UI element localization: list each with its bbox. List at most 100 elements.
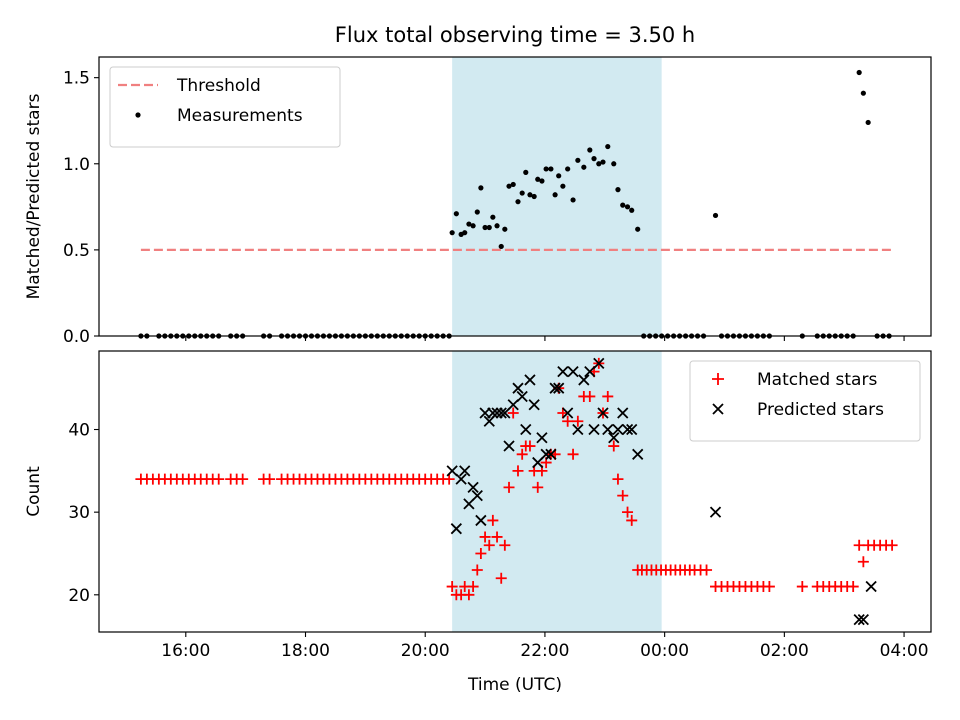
data-point [512,465,524,477]
data-point [562,407,574,419]
data-point [507,399,519,411]
data-point [471,564,483,576]
x-tick-label: 16:00 [161,641,210,661]
legend-label: Threshold [176,76,261,96]
top-panel: 0.0 0.5 1.0 1.5 Matched/Predicted stars Thres… [24,56,932,347]
data-point [567,448,579,460]
data-point [856,69,862,76]
legend-box [689,360,921,442]
data-point [498,243,504,250]
data-point [709,506,722,518]
data-point [264,473,276,485]
data-point [886,539,898,551]
legend: Threshold Measurements [109,66,341,148]
data-point [475,547,487,559]
y-tick-label: 20 [68,586,90,606]
y-tick-label: 30 [68,503,90,523]
data-point [857,556,869,568]
data-point [474,209,480,215]
data-point [620,202,626,208]
data-point [467,581,479,593]
data-point [560,183,566,189]
x-tick-label: 22:00 [520,641,569,661]
data-point [516,390,528,403]
data-point [629,207,635,213]
data-point [608,440,620,452]
data-point [567,366,579,378]
data-point [520,423,532,436]
y-tick-label: 1.0 [63,155,90,175]
data-point [512,382,524,394]
data-point [847,581,859,593]
data-point [487,514,499,526]
data-point [865,119,871,126]
data-point [763,581,775,593]
data-point [528,399,540,411]
data-point [597,407,609,419]
data-point [602,390,614,402]
data-point [552,192,558,198]
data-point [612,423,624,436]
x-tick-label: 00:00 [640,641,689,661]
data-point [490,214,496,220]
data-point [622,506,634,518]
y-axis-label: Count [24,466,44,517]
data-point [446,465,458,477]
data-point [482,224,488,231]
data-point [487,407,499,419]
observing-window-span [452,351,662,632]
data-point [507,407,519,419]
data-point [572,415,584,427]
data-point [495,572,507,584]
legend-box [109,66,341,148]
data-point [588,423,600,436]
data-point [617,407,629,419]
data-point [572,423,584,436]
data-point [593,357,605,370]
data-point [545,448,557,460]
data-point [516,448,528,460]
legend-label: Matched stars [757,370,877,390]
data-point [578,374,590,386]
data-point [463,589,475,601]
data-point [624,204,631,210]
series-0 [135,357,898,601]
bottom-panel: 20 30 40 16:00 18:00 20:00 22:00 00:00 02:00 04:0… [24,350,932,661]
data-point [608,432,620,444]
data-point [471,489,483,502]
data-point [584,366,596,378]
data-point [462,230,468,236]
data-point [455,473,467,485]
data-point [466,221,472,227]
data-point [519,190,525,196]
data-point [635,226,641,232]
figure-title: Flux total observing time = 3.50 h [335,23,695,47]
data-point [557,366,569,378]
data-point [523,169,529,175]
data-point [556,173,562,179]
data-point [459,465,471,477]
data-point [632,448,644,460]
x-axis-label: Time (UTC) [467,675,562,695]
legend-predicted-swatch [712,403,724,415]
data-point [450,523,462,535]
data-point [539,178,545,184]
legend-label: Predicted stars [757,400,884,420]
data-point [853,613,865,626]
y-tick-label: 40 [68,421,90,441]
data-point [467,481,479,494]
data-point [626,514,638,526]
data-point [617,490,629,502]
data-point [494,223,500,229]
data-point [860,90,866,96]
data-point [591,156,597,162]
x-tick-label: 18:00 [281,641,330,661]
data-point [486,224,492,231]
data-point [483,539,495,551]
data-point [499,539,511,551]
data-point [470,223,476,229]
data-point [503,440,515,452]
data-point [475,514,487,527]
data-point [857,613,869,626]
